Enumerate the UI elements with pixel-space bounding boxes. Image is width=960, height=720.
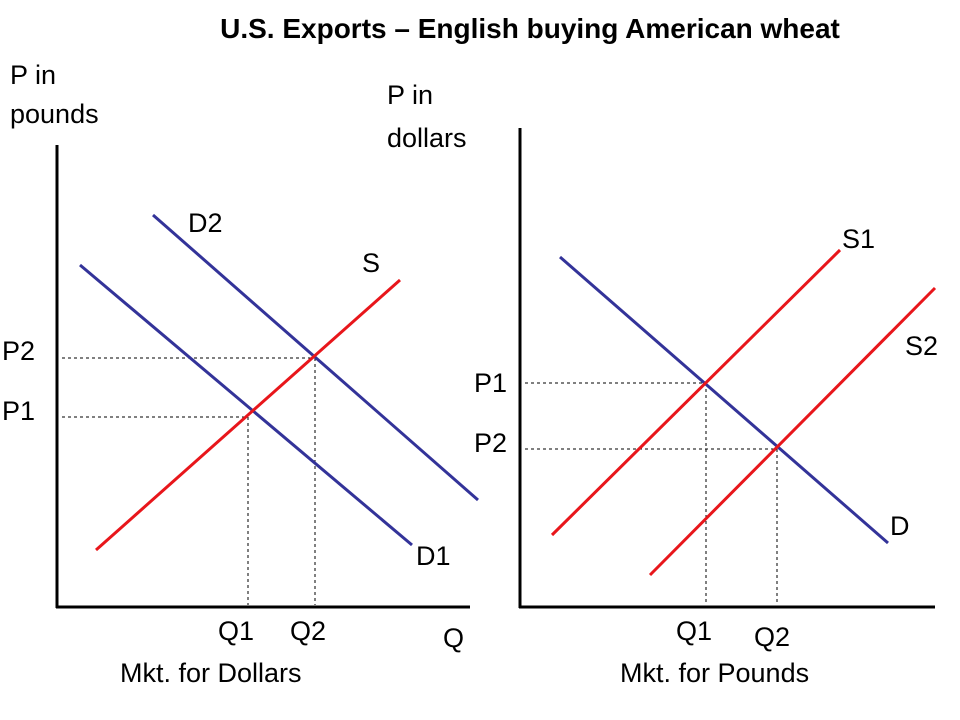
curve-label: D	[890, 511, 910, 541]
quantity-label: Q1	[218, 616, 254, 646]
demand-curve	[79, 263, 413, 547]
demand-curve	[152, 213, 479, 502]
curve-label: D1	[416, 541, 451, 571]
caption: Mkt. for Dollars	[120, 658, 302, 688]
supply-curve	[648, 286, 937, 577]
curve-label: S1	[842, 224, 875, 254]
curve-label: S	[362, 248, 380, 278]
quantity-label: Q2	[754, 622, 790, 652]
quantity-label: Q1	[676, 616, 712, 646]
curve-label: S2	[905, 331, 938, 361]
demand-curve	[559, 255, 889, 545]
price-label: P2	[2, 336, 35, 366]
title: U.S. Exports – English buying American w…	[220, 13, 840, 44]
x-axis-label: Q	[443, 623, 464, 653]
y-axis-label: P in	[387, 80, 433, 110]
left-panel: P in pounds D2 S D1 P2 P1 Q1 Q2 Q Mkt. f…	[2, 60, 479, 688]
caption: Mkt. for Pounds	[620, 658, 809, 688]
price-label: P1	[474, 368, 507, 398]
curve-label: D2	[188, 208, 223, 238]
y-axis-label: pounds	[10, 99, 99, 129]
right-panel: P in dollars S1 S2 D P1 P2 Q1 Q2 Mkt. fo…	[387, 80, 938, 688]
price-label: P1	[2, 396, 35, 426]
supply-curve	[95, 278, 401, 552]
y-axis-label: dollars	[387, 123, 467, 153]
price-label: P2	[474, 428, 507, 458]
quantity-label: Q2	[290, 616, 326, 646]
supply-curve	[550, 248, 842, 537]
y-axis-label: P in	[10, 60, 56, 90]
